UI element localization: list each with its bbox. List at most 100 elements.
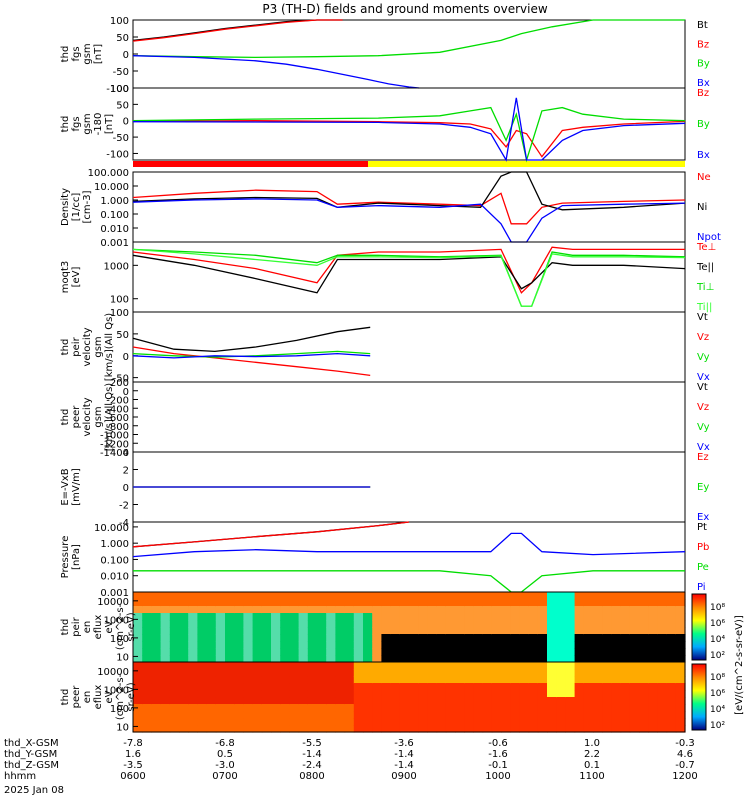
spectrogram-cell	[666, 592, 677, 600]
spectrogram-cell	[372, 662, 382, 670]
spectrogram-cell	[675, 711, 686, 719]
colorbar-bottom	[691, 663, 707, 731]
y-axis-label: [mV/m]	[71, 468, 82, 506]
x-row-label: hhmm	[4, 771, 36, 782]
y-tick-label: 100	[110, 295, 129, 306]
spectrogram-cell	[326, 718, 336, 726]
spectrogram-cell	[574, 606, 585, 614]
colorbar-label: [eV/(cm^2-s-sr-eV)]	[734, 615, 745, 715]
spectrogram-cell	[473, 711, 484, 719]
spectrogram-cell	[574, 592, 585, 600]
y-tick-label: 10000	[97, 667, 129, 678]
spectrogram-cell	[445, 613, 456, 621]
y-tick-label: -600	[106, 413, 129, 424]
spectrogram-cell	[335, 613, 346, 621]
spectrogram-cell	[565, 620, 576, 628]
spectrogram-cell	[501, 676, 511, 684]
spectrogram-cell	[648, 648, 658, 656]
spectrogram-cell	[169, 669, 180, 677]
spectrogram-cell	[271, 662, 281, 670]
spectrogram-cell	[243, 599, 254, 607]
spectrogram-cell	[528, 676, 539, 684]
spectrogram-cell	[344, 718, 355, 726]
spectrogram-cell	[243, 655, 254, 663]
y-tick-label: 1000	[104, 261, 129, 272]
spectrogram-cell	[547, 620, 557, 628]
spectrogram-cell	[482, 676, 493, 684]
spectrogram-cell	[298, 683, 309, 691]
series-line-Ti||	[132, 248, 686, 307]
spectrogram-cell	[307, 613, 318, 621]
spectrogram-cell	[151, 606, 162, 614]
spectrogram-cell	[390, 620, 401, 628]
spectrogram-cell	[445, 662, 456, 670]
spectrogram-cell	[574, 634, 585, 642]
spectrogram-cell	[243, 634, 254, 642]
spectrogram-cell	[353, 690, 364, 698]
spectrogram-cell	[335, 599, 346, 607]
spectrogram-cell	[307, 725, 318, 733]
spectrogram-cell	[289, 683, 300, 691]
spectrogram-cell	[473, 634, 484, 642]
spectrogram-cell	[399, 690, 410, 698]
spectrogram-cell	[372, 683, 382, 691]
spectrogram-cell	[648, 641, 658, 649]
panel-7: 4 2 0 -2 -4 E=-VxB [mV/m] Ez Ey Ex	[60, 448, 709, 529]
spectrogram-cell	[243, 683, 254, 691]
spectrogram-cell	[317, 662, 327, 670]
spectrogram-cell	[215, 592, 226, 600]
spectrogram-cell	[565, 676, 576, 684]
spectrogram-cell	[179, 641, 189, 649]
spectrogram-cell	[179, 599, 189, 607]
spectrogram-cell	[657, 690, 668, 698]
spectrogram-cell	[215, 718, 226, 726]
spectrogram-cell	[455, 620, 465, 628]
spectrogram-cell	[519, 634, 530, 642]
spectrogram-cell	[298, 662, 309, 670]
spectrogram-cell	[252, 725, 263, 733]
spectrogram-cell	[381, 718, 392, 726]
spectrogram-cell	[206, 662, 217, 670]
spectrogram-cell	[547, 683, 557, 691]
panel-frame	[132, 87, 686, 161]
spectrogram-cell	[160, 620, 171, 628]
spectrogram-cell	[675, 697, 686, 705]
y-tick-label: -50	[113, 374, 129, 385]
spectrogram-cell	[151, 718, 162, 726]
spectrogram-cell	[280, 662, 290, 670]
spectrogram-cell	[464, 620, 474, 628]
y-tick-label: -50	[113, 67, 129, 78]
spectrogram-cell	[436, 592, 447, 600]
spectrogram-cell	[445, 655, 456, 663]
spectrogram-cell	[197, 606, 208, 614]
spectrogram-cell	[464, 690, 474, 698]
spectrogram-cell	[620, 725, 631, 733]
spectrogram-cell	[197, 592, 208, 600]
spectrogram-cell	[620, 620, 631, 628]
spectrogram-cell	[372, 634, 382, 642]
spectrogram-cell	[491, 683, 502, 691]
spectrogram-cell	[666, 620, 677, 628]
spectrogram-cell	[179, 669, 189, 677]
x-tick-label: -6.8	[215, 738, 235, 749]
spectrogram-cell	[510, 669, 520, 677]
spectrogram-cell	[418, 676, 428, 684]
spectrogram-cell	[418, 718, 428, 726]
spectrogram-cell	[427, 669, 438, 677]
y-tick-label: 10.000	[94, 523, 129, 534]
spectrogram-cell	[519, 697, 530, 705]
spectrogram-cell	[197, 662, 208, 670]
spectrogram-cell	[353, 704, 364, 712]
spectrogram-cell	[602, 676, 612, 684]
spectrogram-cell	[482, 662, 493, 670]
spectrogram-cell	[225, 662, 235, 670]
spectrogram-cell	[243, 690, 254, 698]
spectrogram-cell	[547, 711, 557, 719]
spectrogram-cell	[353, 669, 364, 677]
spectrogram-cell	[169, 655, 180, 663]
spectrogram-cell	[317, 711, 327, 719]
spectrogram-cell	[142, 599, 152, 607]
spectrogram-cell	[537, 599, 548, 607]
spectrogram-cell	[225, 641, 235, 649]
